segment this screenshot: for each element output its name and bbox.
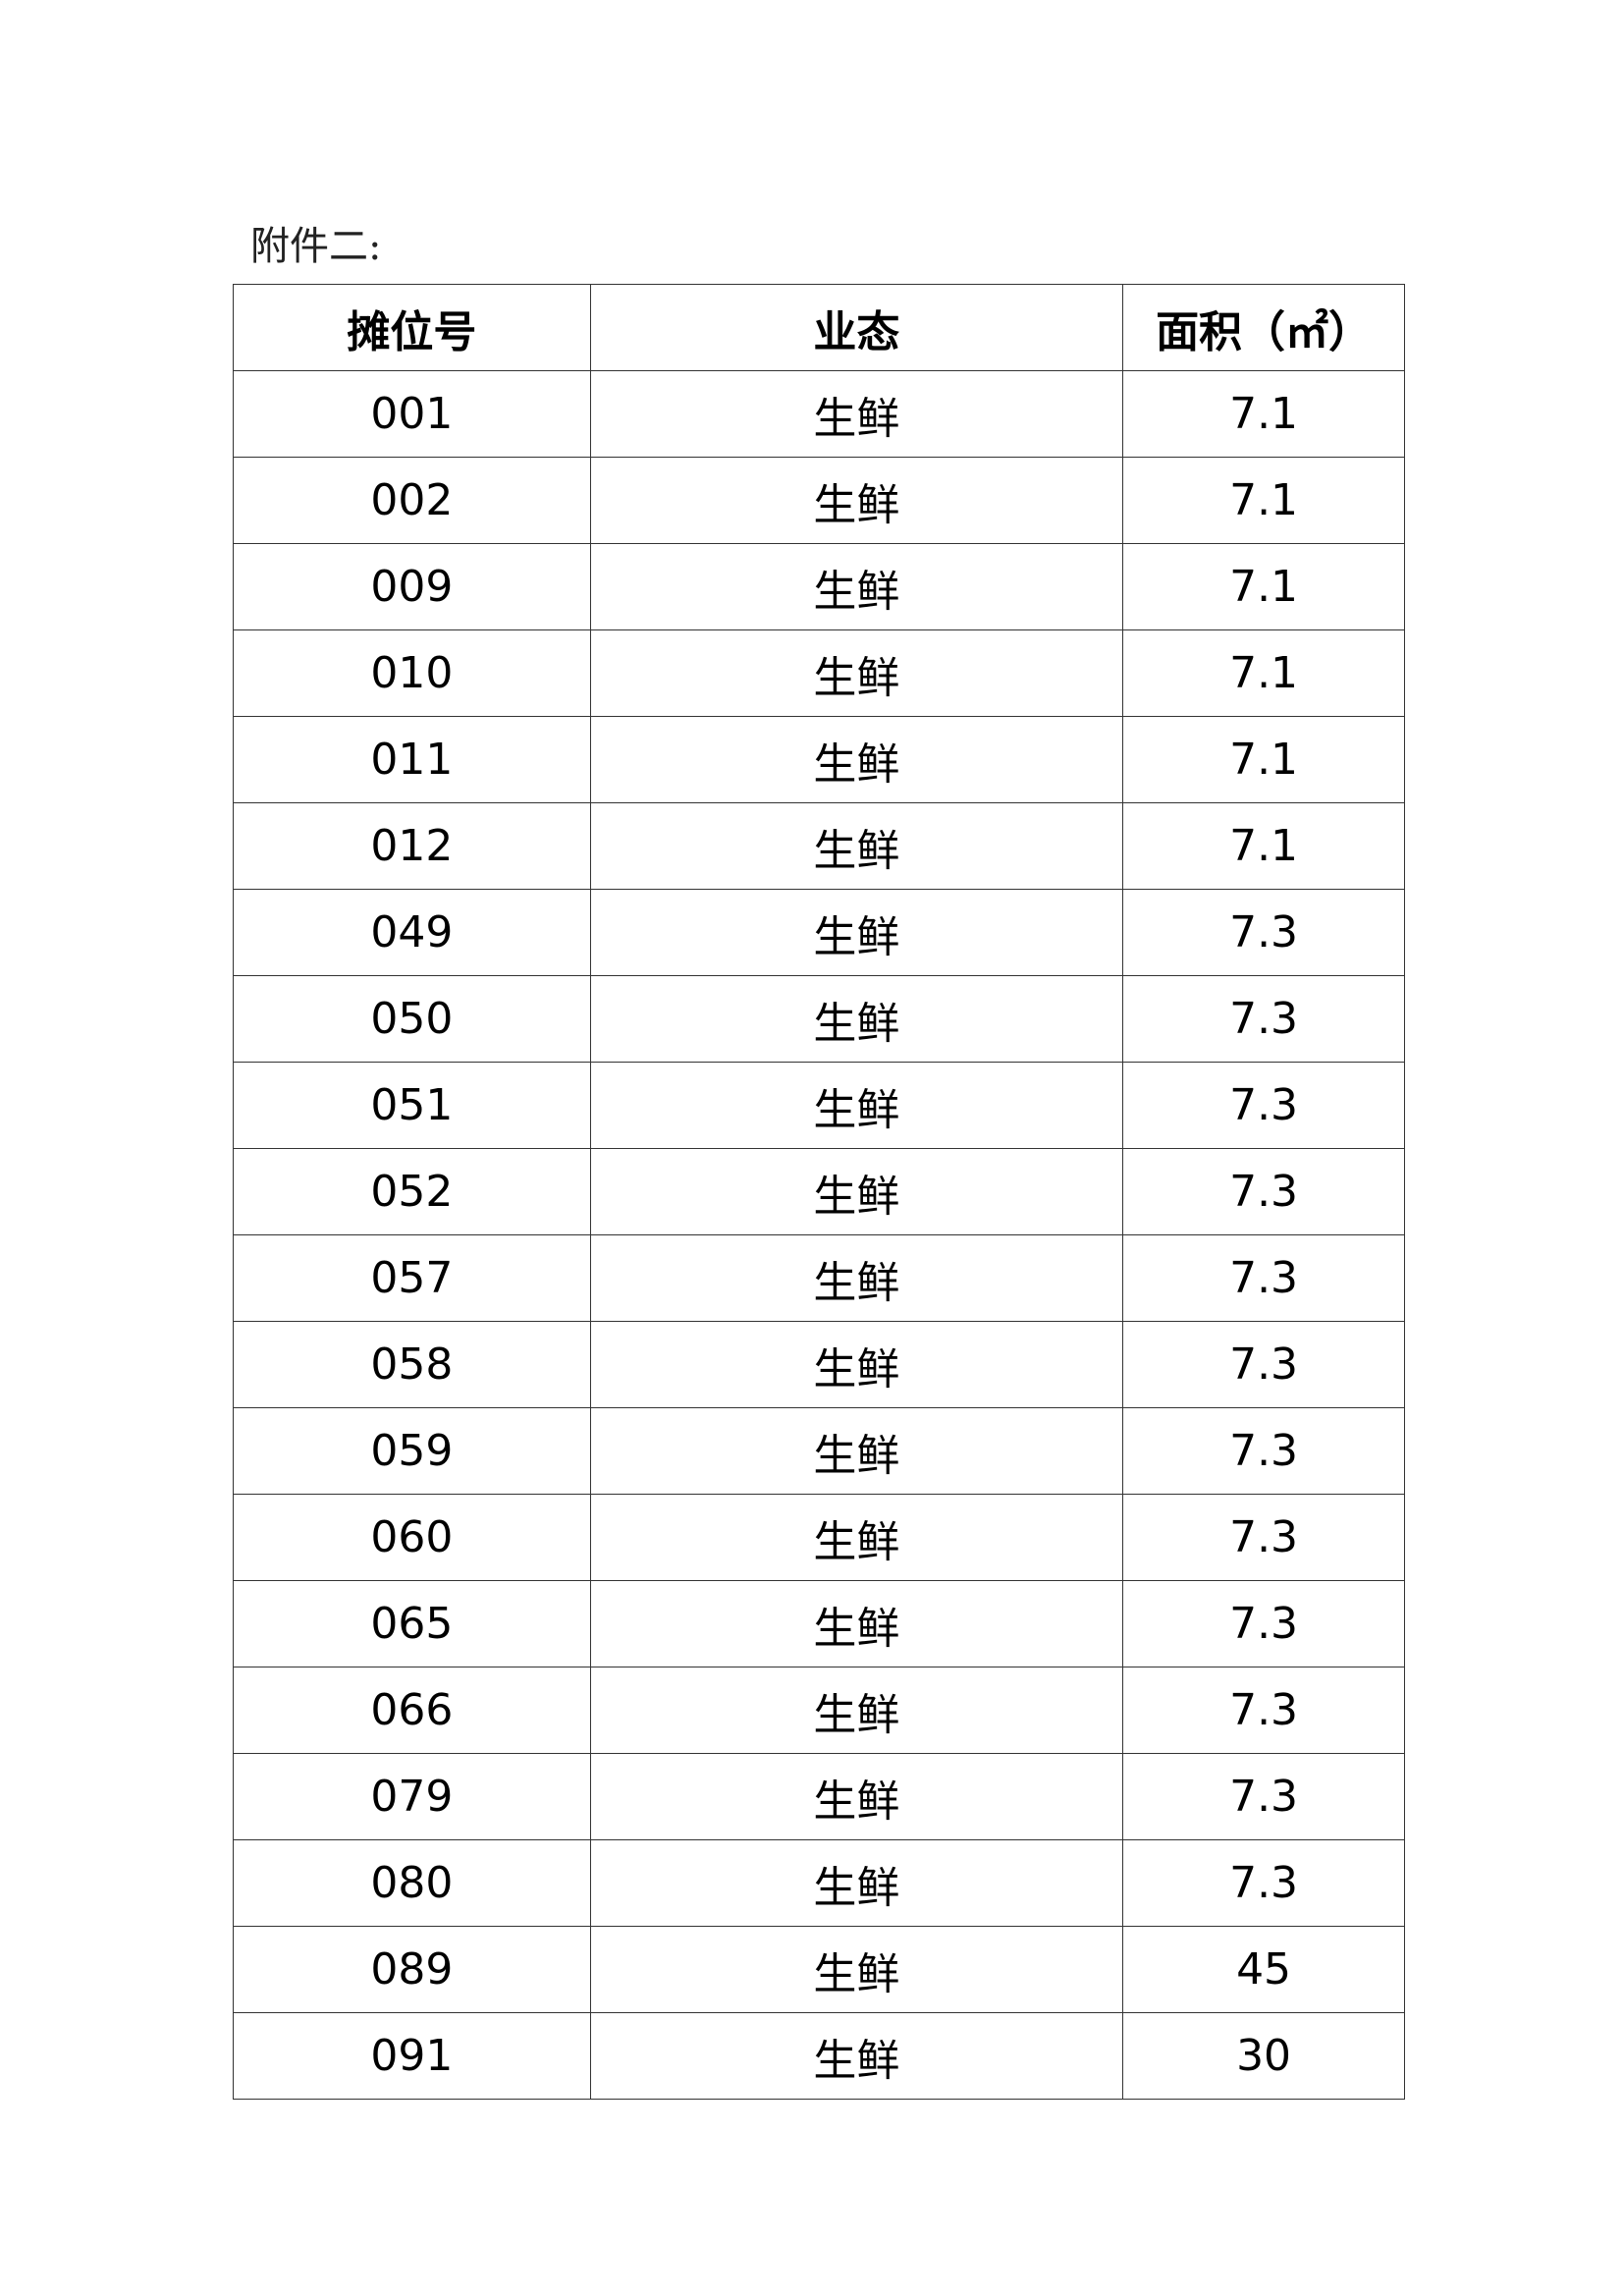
area-cell: 7.1 [1122, 802, 1405, 890]
table-row: 009 生鲜 7.1 [233, 543, 1405, 630]
business-type-cell: 生鲜 [589, 1667, 1124, 1754]
attachment-title: 附件二: [250, 224, 382, 269]
table-row: 002 生鲜 7.1 [233, 457, 1405, 544]
stall-number-cell: 051 [233, 1062, 591, 1149]
table-row: 066 生鲜 7.3 [233, 1667, 1405, 1754]
stall-number-cell: 002 [233, 457, 591, 544]
business-type-cell: 生鲜 [589, 1926, 1124, 2013]
stall-number-cell: 089 [233, 1926, 591, 2013]
table-row: 059 生鲜 7.3 [233, 1407, 1405, 1495]
area-cell: 30 [1122, 2012, 1405, 2100]
business-type-cell: 生鲜 [589, 629, 1124, 717]
area-cell: 7.3 [1122, 1148, 1405, 1235]
stall-number-cell: 001 [233, 370, 591, 458]
stall-number-cell: 091 [233, 2012, 591, 2100]
business-type-cell: 生鲜 [589, 1062, 1124, 1149]
table-row: 079 生鲜 7.3 [233, 1753, 1405, 1840]
header-stall-number: 摊位号 [233, 284, 591, 371]
business-type-cell: 生鲜 [589, 1580, 1124, 1667]
area-cell: 7.3 [1122, 1839, 1405, 1927]
table-row: 010 生鲜 7.1 [233, 629, 1405, 717]
business-type-cell: 生鲜 [589, 1407, 1124, 1495]
business-type-cell: 生鲜 [589, 889, 1124, 976]
table-row: 012 生鲜 7.1 [233, 802, 1405, 890]
stall-table: 摊位号 业态 面积（㎡） 001 生鲜 7.1 002 生鲜 7.1 009 生鲜 7.1 010… [233, 284, 1405, 2100]
area-cell: 7.3 [1122, 1580, 1405, 1667]
stall-number-cell: 066 [233, 1667, 591, 1754]
table-row: 065 生鲜 7.3 [233, 1580, 1405, 1667]
area-cell: 7.1 [1122, 543, 1405, 630]
table-row: 001 生鲜 7.1 [233, 370, 1405, 458]
table-row: 051 生鲜 7.3 [233, 1062, 1405, 1149]
table-row: 050 生鲜 7.3 [233, 975, 1405, 1063]
business-type-cell: 生鲜 [589, 1753, 1124, 1840]
area-cell: 7.3 [1122, 1062, 1405, 1149]
area-cell: 7.1 [1122, 716, 1405, 803]
business-type-cell: 生鲜 [589, 1321, 1124, 1408]
table-row: 011 生鲜 7.1 [233, 716, 1405, 803]
stall-number-cell: 080 [233, 1839, 591, 1927]
stall-number-cell: 049 [233, 889, 591, 976]
table-row: 049 生鲜 7.3 [233, 889, 1405, 976]
header-area: 面积（㎡） [1122, 284, 1405, 371]
table-row: 091 生鲜 30 [233, 2012, 1405, 2100]
header-row: 摊位号 业态 面积（㎡） [233, 284, 1405, 371]
stall-number-cell: 009 [233, 543, 591, 630]
area-cell: 7.3 [1122, 1321, 1405, 1408]
area-cell: 7.3 [1122, 1753, 1405, 1840]
stall-number-cell: 012 [233, 802, 591, 890]
stall-number-cell: 050 [233, 975, 591, 1063]
area-cell: 7.1 [1122, 629, 1405, 717]
business-type-cell: 生鲜 [589, 1148, 1124, 1235]
stall-number-cell: 060 [233, 1494, 591, 1581]
area-cell: 7.3 [1122, 889, 1405, 976]
business-type-cell: 生鲜 [589, 975, 1124, 1063]
stall-number-cell: 057 [233, 1234, 591, 1322]
table-row: 060 生鲜 7.3 [233, 1494, 1405, 1581]
header-business-type: 业态 [589, 284, 1124, 371]
area-cell: 7.3 [1122, 1234, 1405, 1322]
area-cell: 7.3 [1122, 1667, 1405, 1754]
business-type-cell: 生鲜 [589, 1494, 1124, 1581]
business-type-cell: 生鲜 [589, 1234, 1124, 1322]
table-row: 058 生鲜 7.3 [233, 1321, 1405, 1408]
business-type-cell: 生鲜 [589, 457, 1124, 544]
area-cell: 7.3 [1122, 1407, 1405, 1495]
business-type-cell: 生鲜 [589, 543, 1124, 630]
stall-number-cell: 052 [233, 1148, 591, 1235]
stall-number-cell: 079 [233, 1753, 591, 1840]
table-row: 080 生鲜 7.3 [233, 1839, 1405, 1927]
table-row: 057 生鲜 7.3 [233, 1234, 1405, 1322]
area-cell: 7.1 [1122, 370, 1405, 458]
business-type-cell: 生鲜 [589, 1839, 1124, 1927]
area-cell: 7.3 [1122, 975, 1405, 1063]
area-cell: 7.3 [1122, 1494, 1405, 1581]
stall-number-cell: 065 [233, 1580, 591, 1667]
stall-number-cell: 011 [233, 716, 591, 803]
stall-number-cell: 058 [233, 1321, 591, 1408]
table-row: 052 生鲜 7.3 [233, 1148, 1405, 1235]
area-cell: 45 [1122, 1926, 1405, 2013]
business-type-cell: 生鲜 [589, 370, 1124, 458]
area-cell: 7.1 [1122, 457, 1405, 544]
business-type-cell: 生鲜 [589, 802, 1124, 890]
table-row: 089 生鲜 45 [233, 1926, 1405, 2013]
business-type-cell: 生鲜 [589, 716, 1124, 803]
stall-number-cell: 010 [233, 629, 591, 717]
stall-number-cell: 059 [233, 1407, 591, 1495]
business-type-cell: 生鲜 [589, 2012, 1124, 2100]
